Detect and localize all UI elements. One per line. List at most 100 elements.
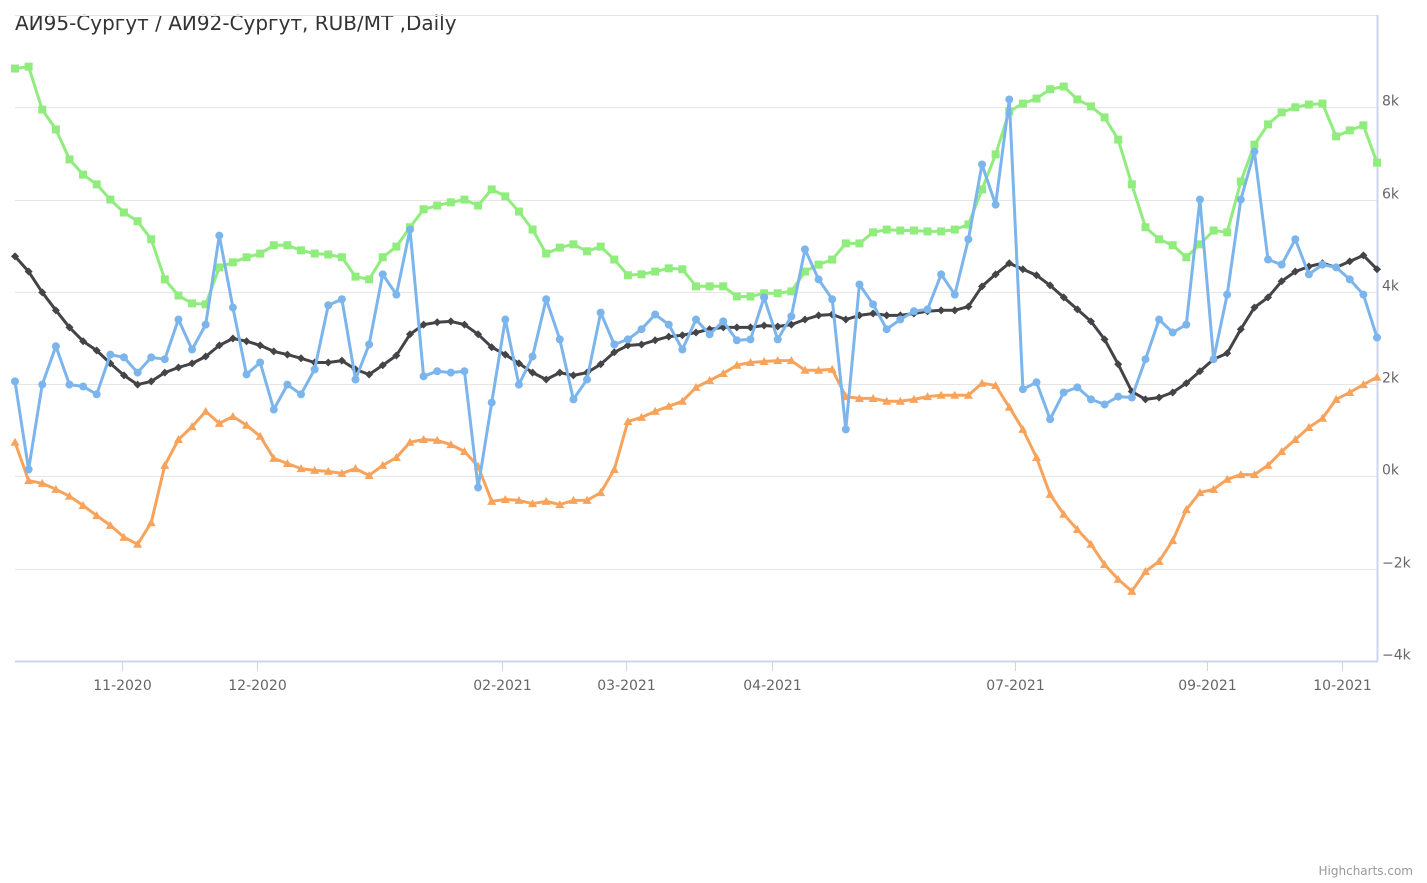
data-point xyxy=(677,396,687,405)
data-point xyxy=(106,350,115,359)
data-point xyxy=(1304,100,1313,109)
data-point xyxy=(664,401,674,410)
highcharts-credits-link[interactable]: Highcharts.com xyxy=(1318,864,1413,878)
data-point xyxy=(501,350,510,359)
data-point xyxy=(1277,277,1286,286)
data-point xyxy=(1182,320,1191,329)
data-point xyxy=(1195,488,1205,497)
data-point xyxy=(1059,388,1068,397)
data-point xyxy=(637,270,646,279)
data-point xyxy=(37,478,47,487)
gridlines xyxy=(15,15,1377,570)
data-point xyxy=(146,518,156,527)
data-point xyxy=(692,315,700,324)
data-point xyxy=(978,185,987,194)
data-point xyxy=(446,198,455,207)
data-point xyxy=(773,335,782,344)
data-point xyxy=(365,340,374,349)
data-point xyxy=(664,332,673,341)
data-point xyxy=(1250,140,1259,149)
data-point xyxy=(732,360,742,369)
data-point xyxy=(187,422,197,431)
data-point xyxy=(950,306,959,315)
data-point xyxy=(324,358,333,367)
data-point xyxy=(214,418,224,427)
data-point xyxy=(1073,305,1082,314)
data-point xyxy=(133,368,142,377)
data-point xyxy=(1264,255,1273,264)
data-point xyxy=(1209,355,1218,364)
data-point xyxy=(487,398,496,407)
data-point xyxy=(650,406,660,415)
data-point xyxy=(1059,509,1069,518)
data-point xyxy=(1345,257,1354,266)
data-point xyxy=(800,267,809,276)
data-point xyxy=(119,208,128,217)
data-point xyxy=(1263,460,1273,469)
data-point xyxy=(678,345,687,354)
data-point xyxy=(746,335,755,344)
data-point xyxy=(1004,402,1014,411)
data-point xyxy=(38,105,47,114)
data-point xyxy=(365,370,374,379)
data-point xyxy=(705,282,714,291)
data-point xyxy=(1141,355,1150,364)
data-point xyxy=(147,353,156,362)
data-point xyxy=(1182,379,1191,388)
data-point xyxy=(1195,195,1204,204)
data-point xyxy=(719,317,728,326)
x-tick-label: 07-2021 xyxy=(986,678,1045,694)
data-point xyxy=(1046,281,1055,290)
data-point xyxy=(1032,271,1041,280)
data-point xyxy=(869,228,878,237)
data-point xyxy=(1100,335,1109,344)
x-tick-label: 11-2020 xyxy=(93,678,152,694)
data-point xyxy=(964,302,973,311)
data-point xyxy=(460,367,469,376)
data-point xyxy=(24,465,33,474)
data-point xyxy=(351,464,360,473)
data-point xyxy=(528,368,537,377)
data-point xyxy=(1140,566,1150,575)
data-point xyxy=(256,358,265,367)
data-point xyxy=(841,315,850,324)
data-point xyxy=(827,364,837,373)
data-point xyxy=(787,312,796,321)
data-point xyxy=(392,290,401,299)
data-point xyxy=(1264,293,1273,302)
data-point xyxy=(1236,177,1245,186)
data-point xyxy=(1154,556,1164,565)
data-point xyxy=(282,459,292,468)
data-point xyxy=(882,396,892,405)
data-point xyxy=(487,496,497,505)
data-point xyxy=(732,323,741,332)
data-point xyxy=(800,365,810,374)
data-point xyxy=(474,330,483,339)
data-point xyxy=(1304,423,1314,432)
data-point xyxy=(991,381,1001,390)
x-tick-label: 03-2021 xyxy=(597,678,656,694)
data-point xyxy=(528,225,537,234)
data-point xyxy=(11,377,19,386)
data-point xyxy=(1086,102,1095,111)
data-point xyxy=(1291,103,1300,112)
data-point xyxy=(828,295,837,304)
data-point xyxy=(1168,328,1177,337)
data-point xyxy=(269,453,279,462)
data-point xyxy=(637,340,646,349)
data-point xyxy=(201,300,210,309)
data-point xyxy=(1223,228,1232,237)
data-point xyxy=(514,207,523,216)
data-point xyxy=(1291,235,1300,244)
data-point xyxy=(296,464,306,473)
data-point xyxy=(79,337,88,346)
data-point xyxy=(228,411,238,420)
data-point xyxy=(337,253,346,262)
series-line-blue xyxy=(13,97,1379,489)
data-point xyxy=(92,511,102,520)
data-point xyxy=(1046,415,1055,424)
data-point xyxy=(256,341,265,350)
data-point xyxy=(1223,290,1232,299)
data-point xyxy=(51,125,60,134)
data-point xyxy=(583,247,592,256)
